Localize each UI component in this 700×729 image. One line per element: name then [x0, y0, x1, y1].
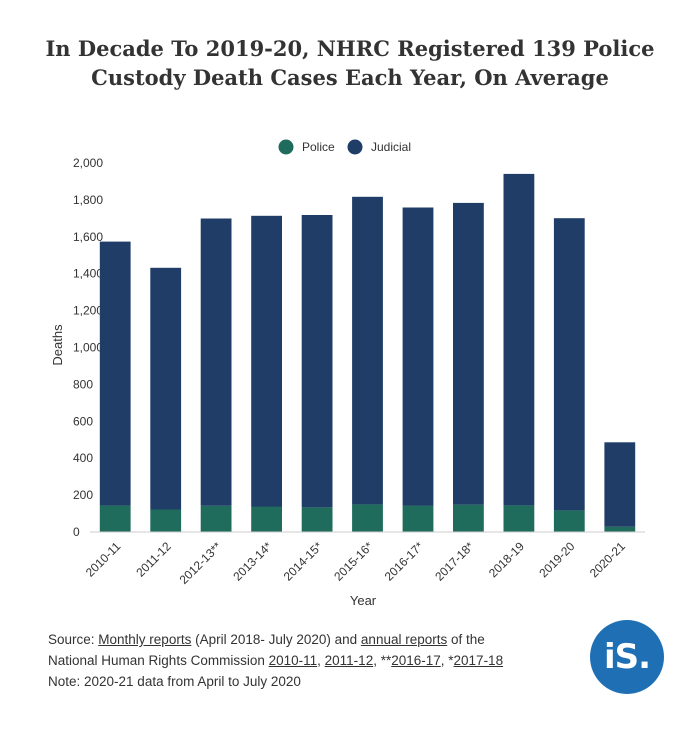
y-tick-label: 2,000	[73, 156, 103, 170]
legend-swatch-judicial	[347, 139, 363, 155]
chart-title-line-2: Custody Death Cases Each Year, On Averag…	[91, 65, 609, 90]
y-tick-label: 1,200	[73, 304, 103, 318]
report-2010-11-link[interactable]: 2010-11	[268, 653, 318, 668]
y-tick-label: 1,400	[73, 267, 103, 281]
bar-police-2013-14	[251, 506, 282, 532]
bar-judicial-2017-18	[453, 202, 484, 505]
indiaspend-logo: iS.	[590, 620, 664, 694]
source-label: Source:	[48, 632, 99, 647]
y-tick-label: 200	[73, 488, 93, 502]
x-tick-label: 2011-12	[133, 539, 174, 580]
bar-police-2015-16	[352, 504, 383, 532]
report-2016-17-link[interactable]: 2016-17	[391, 653, 441, 668]
y-tick-label: 1,600	[73, 230, 103, 244]
x-axis-label: Year	[350, 593, 377, 608]
y-tick-label: 0	[73, 525, 80, 539]
bar-police-2017-18	[453, 504, 484, 532]
y-tick-label: 800	[73, 377, 93, 391]
chart-title-line-1: In Decade To 2019-20, NHRC Registered 13…	[45, 36, 655, 61]
bar-police-2019-20	[553, 510, 585, 532]
bar-police-2012-13	[200, 505, 232, 532]
legend-label-judicial: Judicial	[371, 140, 411, 154]
annual-reports-link[interactable]: annual reports	[360, 632, 448, 647]
bar-judicial-2019-20	[553, 218, 585, 511]
note-line: Note: 2020-21 data from April to July 20…	[48, 674, 301, 689]
bar-police-2020-21	[604, 526, 636, 532]
bar-judicial-2010-11	[99, 241, 131, 506]
legend-label-police: Police	[302, 140, 335, 154]
y-tick-label: 1,800	[73, 193, 103, 207]
x-tick-label: 2014-15*	[281, 539, 326, 584]
x-tick-label: 2017-18*	[432, 539, 477, 584]
separator-1: ,	[317, 653, 325, 668]
y-axis-label: Deaths	[50, 324, 65, 366]
bar-judicial-2015-16	[352, 196, 383, 505]
x-tick-label: 2015-16*	[331, 539, 376, 584]
x-tick-label: 2010-11	[83, 539, 124, 580]
report-2017-18-link[interactable]: 2017-18	[453, 653, 504, 668]
source-line-1: Source: Monthly reports (April 2018- Jul…	[48, 629, 568, 650]
y-tick-label: 1,000	[73, 341, 103, 355]
separator-2: , **	[373, 653, 392, 668]
legend-swatch-police	[278, 139, 294, 155]
x-tick-label: 2018-19	[486, 539, 527, 580]
separator-3: , *	[440, 653, 454, 668]
nhrc-text: National Human Rights Commission	[48, 653, 269, 668]
x-tick-label: 2013-14*	[230, 539, 275, 584]
bar-judicial-2018-19	[503, 173, 535, 506]
x-tick-label: 2019-20	[536, 539, 577, 580]
bar-police-2011-12	[150, 509, 182, 532]
bars	[99, 173, 636, 532]
x-tick-label: 2012-13**	[177, 539, 225, 587]
chart-title: In Decade To 2019-20, NHRC Registered 13…	[20, 34, 680, 92]
y-tick-label: 600	[73, 414, 93, 428]
source-note: Source: Monthly reports (April 2018- Jul…	[48, 629, 568, 692]
bar-police-2014-15	[301, 507, 333, 532]
report-2011-12-link[interactable]: 2011-12	[324, 653, 374, 668]
bar-judicial-2013-14	[251, 215, 282, 507]
source-mid-text: (April 2018- July 2020) and	[191, 632, 361, 647]
bar-police-2010-11	[99, 505, 131, 532]
source-line-2: National Human Rights Commission 2010-11…	[48, 650, 568, 671]
x-tick-label: 2016-17*	[382, 539, 427, 584]
bar-judicial-2011-12	[150, 267, 182, 510]
y-axis: 2,000 1,800 1,600 1,400 1,200 1,000 800 600 400 2…	[73, 156, 103, 539]
bar-judicial-2014-15	[301, 215, 333, 508]
bar-judicial-2016-17	[402, 207, 434, 506]
bar-police-2018-19	[503, 505, 535, 532]
x-axis: 2010-11 2011-12 2012-13** 2013-14* 2014-15* 2…	[83, 531, 645, 587]
bar-judicial-2012-13	[200, 218, 232, 506]
bar-judicial-2020-21	[604, 442, 636, 527]
x-tick-label: 2020-21	[587, 539, 628, 580]
legend: Police Judicial	[278, 139, 411, 155]
bar-police-2016-17	[402, 505, 434, 532]
monthly-reports-link[interactable]: Monthly reports	[98, 632, 192, 647]
stacked-bar-chart: Police Judicial 2,000 1,800 1,600 1,400 1,200…	[50, 139, 645, 608]
y-tick-label: 400	[73, 451, 93, 465]
source-of-the: of the	[447, 632, 485, 647]
